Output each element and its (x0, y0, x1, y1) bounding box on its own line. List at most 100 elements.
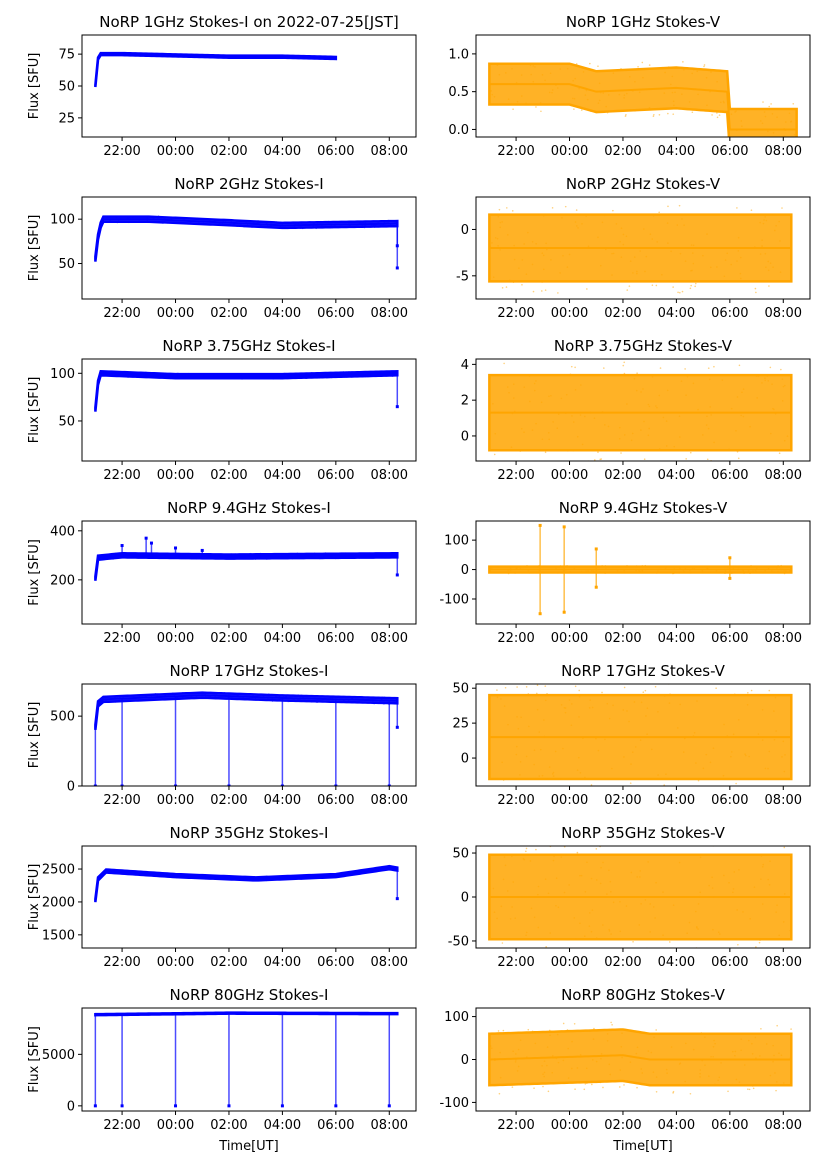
data-point (140, 554, 143, 556)
data-point (753, 566, 755, 568)
data-point (655, 1029, 657, 1031)
data-point (604, 248, 607, 251)
data-point (632, 90, 634, 92)
data-point (597, 749, 600, 752)
data-point (780, 368, 782, 371)
plot-area (488, 846, 793, 948)
data-point (108, 216, 110, 219)
data-point (743, 572, 745, 574)
data-point (194, 55, 197, 58)
data-point (736, 450, 739, 453)
data-point (387, 219, 390, 222)
data-point (727, 566, 729, 568)
data-point (346, 1013, 348, 1015)
data-point (145, 694, 147, 697)
data-point (610, 890, 612, 893)
data-point (126, 554, 129, 556)
data-point (275, 221, 278, 223)
data-point (334, 224, 337, 226)
data-point (116, 869, 119, 871)
data-point (162, 53, 165, 56)
data-point (309, 221, 311, 223)
data-point (779, 240, 781, 242)
data-point (195, 554, 197, 557)
data-point (209, 697, 212, 699)
data-point (630, 788, 632, 790)
data-point (734, 111, 736, 113)
data-point (378, 866, 380, 869)
data-point (173, 693, 176, 696)
data-point (595, 937, 598, 939)
data-point (506, 890, 509, 892)
data-point (523, 431, 525, 433)
data-point (665, 1068, 668, 1071)
data-point (145, 371, 147, 374)
data-point (316, 557, 318, 560)
data-point (314, 874, 316, 876)
x-tick-label: 04:00 (658, 144, 695, 159)
data-point (765, 266, 767, 268)
data-point (330, 875, 333, 877)
data-point (176, 374, 178, 377)
data-point (372, 700, 374, 702)
data-point (532, 80, 535, 83)
data-point (772, 1060, 774, 1063)
data-point (256, 225, 258, 228)
data-point (280, 1104, 284, 1108)
data-point (261, 693, 264, 696)
data-point (592, 1038, 595, 1040)
data-point (699, 1076, 701, 1078)
data-point (501, 221, 503, 223)
data-point (599, 91, 602, 94)
data-point (275, 695, 277, 698)
data-point (684, 260, 687, 262)
data-point (197, 694, 200, 696)
data-point (323, 1012, 326, 1015)
data-point (256, 695, 259, 698)
data-point (696, 927, 698, 929)
data-point (161, 871, 164, 874)
x-tick-label: 06:00 (711, 631, 748, 646)
data-point (589, 912, 591, 914)
data-point (750, 565, 753, 568)
data-point (501, 287, 504, 289)
data-point (115, 870, 118, 873)
x-tick-label: 00:00 (157, 144, 194, 159)
x-tick-label: 04:00 (658, 955, 695, 970)
data-point (623, 361, 626, 364)
data-point (96, 703, 99, 706)
data-point (544, 878, 547, 880)
data-point (253, 554, 256, 557)
data-point (498, 208, 501, 211)
data-point (761, 246, 763, 249)
data-point (351, 697, 354, 700)
data-point (200, 874, 202, 877)
data-point (519, 567, 522, 570)
data-point (533, 916, 536, 919)
data-point (750, 680, 752, 682)
data-point (548, 1029, 551, 1032)
data-point (591, 569, 593, 572)
panel-2: 22:00 00:00 02:00 04:00 06:00 08:000.00.51.0N… (448, 13, 811, 159)
data-point (530, 907, 533, 910)
data-point (174, 376, 177, 379)
x-tick-label: 08:00 (765, 144, 802, 159)
data-point (736, 129, 738, 132)
data-point (541, 252, 544, 254)
data-point (170, 554, 173, 557)
data-point (568, 566, 571, 568)
data-point (228, 694, 230, 697)
data-point (583, 935, 586, 937)
x-tick-label: 00:00 (157, 793, 194, 808)
data-point (717, 1079, 719, 1082)
data-series-band (488, 62, 798, 137)
data-point (544, 79, 546, 82)
data-point (334, 1104, 338, 1108)
data-point (761, 786, 763, 788)
data-point (143, 54, 145, 57)
data-point (697, 903, 700, 905)
data-point (159, 55, 162, 57)
data-point (368, 867, 371, 870)
data-point (754, 246, 756, 248)
data-point (381, 555, 384, 558)
